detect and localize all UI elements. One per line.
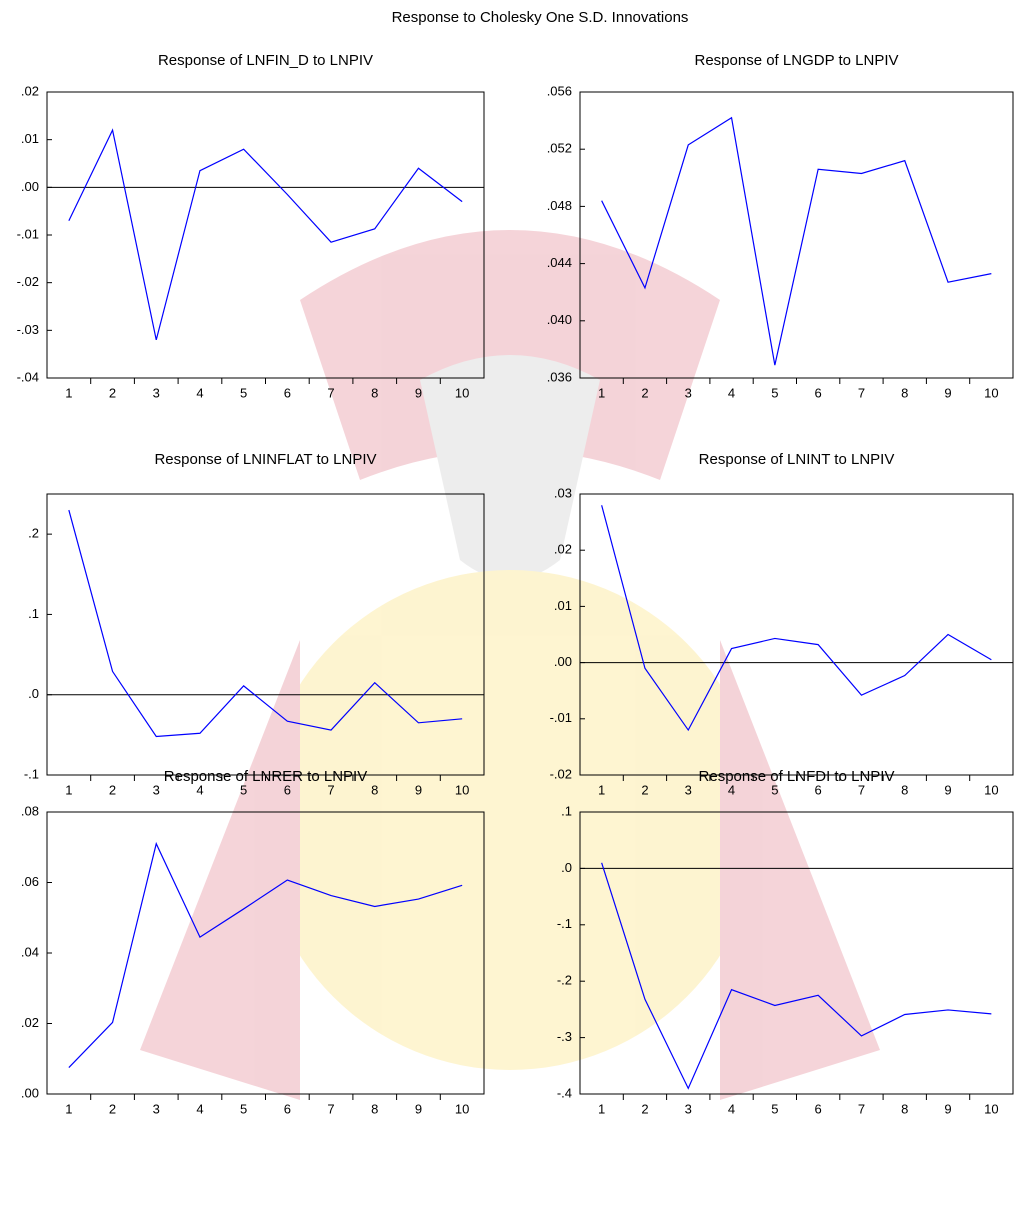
x-tick-label: 3	[153, 782, 160, 797]
x-tick-label: 7	[858, 1101, 865, 1116]
x-tick-label: 6	[815, 385, 822, 400]
x-tick-label: 5	[771, 1101, 778, 1116]
y-tick-label: -.02	[17, 274, 39, 289]
x-tick-label: 4	[196, 1101, 203, 1116]
x-tick-label: 9	[415, 385, 422, 400]
x-tick-label: 6	[284, 385, 291, 400]
y-tick-label: .00	[21, 179, 39, 194]
panel-title: Response of LNINT to LNPIV	[699, 451, 895, 468]
x-tick-label: 2	[641, 385, 648, 400]
y-tick-label: -.01	[17, 226, 39, 241]
x-tick-label: 9	[944, 1101, 951, 1116]
x-tick-label: 3	[685, 385, 692, 400]
x-tick-label: 5	[240, 1101, 247, 1116]
x-tick-label: 8	[901, 385, 908, 400]
y-tick-label: .02	[554, 542, 572, 557]
x-tick-label: 10	[455, 385, 469, 400]
x-tick-label: 4	[728, 385, 735, 400]
y-tick-label: -.4	[557, 1085, 572, 1100]
x-tick-label: 3	[685, 782, 692, 797]
x-tick-label: 10	[984, 782, 998, 797]
x-tick-label: 1	[598, 782, 605, 797]
y-tick-label: .02	[21, 83, 39, 98]
x-tick-label: 9	[415, 782, 422, 797]
y-tick-label: .044	[547, 255, 572, 270]
y-tick-label: .036	[547, 369, 572, 384]
x-tick-label: 2	[641, 1101, 648, 1116]
x-tick-label: 3	[685, 1101, 692, 1116]
panel-title: Response of LNFDI to LNPIV	[699, 768, 895, 785]
x-tick-label: 8	[901, 1101, 908, 1116]
x-tick-label: 6	[815, 1101, 822, 1116]
y-tick-label: .01	[554, 598, 572, 613]
x-tick-label: 1	[65, 1101, 72, 1116]
y-tick-label: .04	[21, 944, 39, 959]
y-tick-label: -.02	[550, 766, 572, 781]
x-tick-label: 8	[901, 782, 908, 797]
x-tick-label: 10	[455, 1101, 469, 1116]
y-tick-label: .056	[547, 83, 572, 98]
x-tick-label: 10	[455, 782, 469, 797]
x-tick-label: 8	[371, 782, 378, 797]
y-tick-label: .2	[28, 526, 39, 541]
y-tick-label: .02	[21, 1015, 39, 1030]
x-tick-label: 3	[153, 1101, 160, 1116]
y-tick-label: -.3	[557, 1029, 572, 1044]
y-tick-label: .048	[547, 198, 572, 213]
y-tick-label: .08	[21, 803, 39, 818]
x-tick-label: 3	[153, 385, 160, 400]
chart: Response to Cholesky One S.D. Innovation…	[0, 0, 1015, 1204]
y-tick-label: .01	[21, 131, 39, 146]
y-tick-label: .040	[547, 312, 572, 327]
y-tick-label: .00	[21, 1085, 39, 1100]
panel-title: Response of LNINFLAT to LNPIV	[154, 451, 376, 468]
x-tick-label: 10	[984, 385, 998, 400]
x-tick-label: 10	[984, 1101, 998, 1116]
x-tick-label: 7	[327, 1101, 334, 1116]
panel-title: Response of LNRER to LNPIV	[164, 768, 367, 785]
x-tick-label: 2	[109, 385, 116, 400]
x-tick-label: 9	[415, 1101, 422, 1116]
panel-title: Response of LNGDP to LNPIV	[695, 52, 899, 69]
y-tick-label: -.2	[557, 973, 572, 988]
x-tick-label: 4	[728, 1101, 735, 1116]
y-tick-label: -.04	[17, 369, 39, 384]
y-tick-label: .052	[547, 141, 572, 156]
watermark	[140, 230, 880, 1100]
y-tick-label: .00	[554, 654, 572, 669]
x-tick-label: 9	[944, 385, 951, 400]
x-tick-label: 5	[771, 385, 778, 400]
x-tick-label: 2	[641, 782, 648, 797]
page-title: Response to Cholesky One S.D. Innovation…	[392, 9, 689, 26]
y-tick-label: .0	[561, 860, 572, 875]
x-tick-label: 6	[284, 1101, 291, 1116]
x-tick-label: 1	[598, 1101, 605, 1116]
x-tick-label: 2	[109, 1101, 116, 1116]
y-tick-label: .06	[21, 874, 39, 889]
page: Response to Cholesky One S.D. Innovation…	[0, 0, 1015, 1204]
x-tick-label: 1	[65, 782, 72, 797]
panel-title: Response of LNFIN_D to LNPIV	[158, 52, 373, 69]
y-tick-label: .1	[561, 803, 572, 818]
x-tick-label: 4	[196, 385, 203, 400]
y-tick-label: .03	[554, 485, 572, 500]
y-tick-label: .1	[28, 606, 39, 621]
x-tick-label: 5	[240, 385, 247, 400]
y-tick-label: .0	[28, 686, 39, 701]
x-tick-label: 1	[65, 385, 72, 400]
x-tick-label: 1	[598, 385, 605, 400]
x-tick-label: 7	[327, 385, 334, 400]
x-tick-label: 7	[858, 385, 865, 400]
y-tick-label: -.1	[24, 766, 39, 781]
y-tick-label: -.01	[550, 710, 572, 725]
x-tick-label: 8	[371, 1101, 378, 1116]
y-tick-label: -.1	[557, 916, 572, 931]
x-tick-label: 9	[944, 782, 951, 797]
x-tick-label: 8	[371, 385, 378, 400]
y-tick-label: -.03	[17, 322, 39, 337]
x-tick-label: 2	[109, 782, 116, 797]
